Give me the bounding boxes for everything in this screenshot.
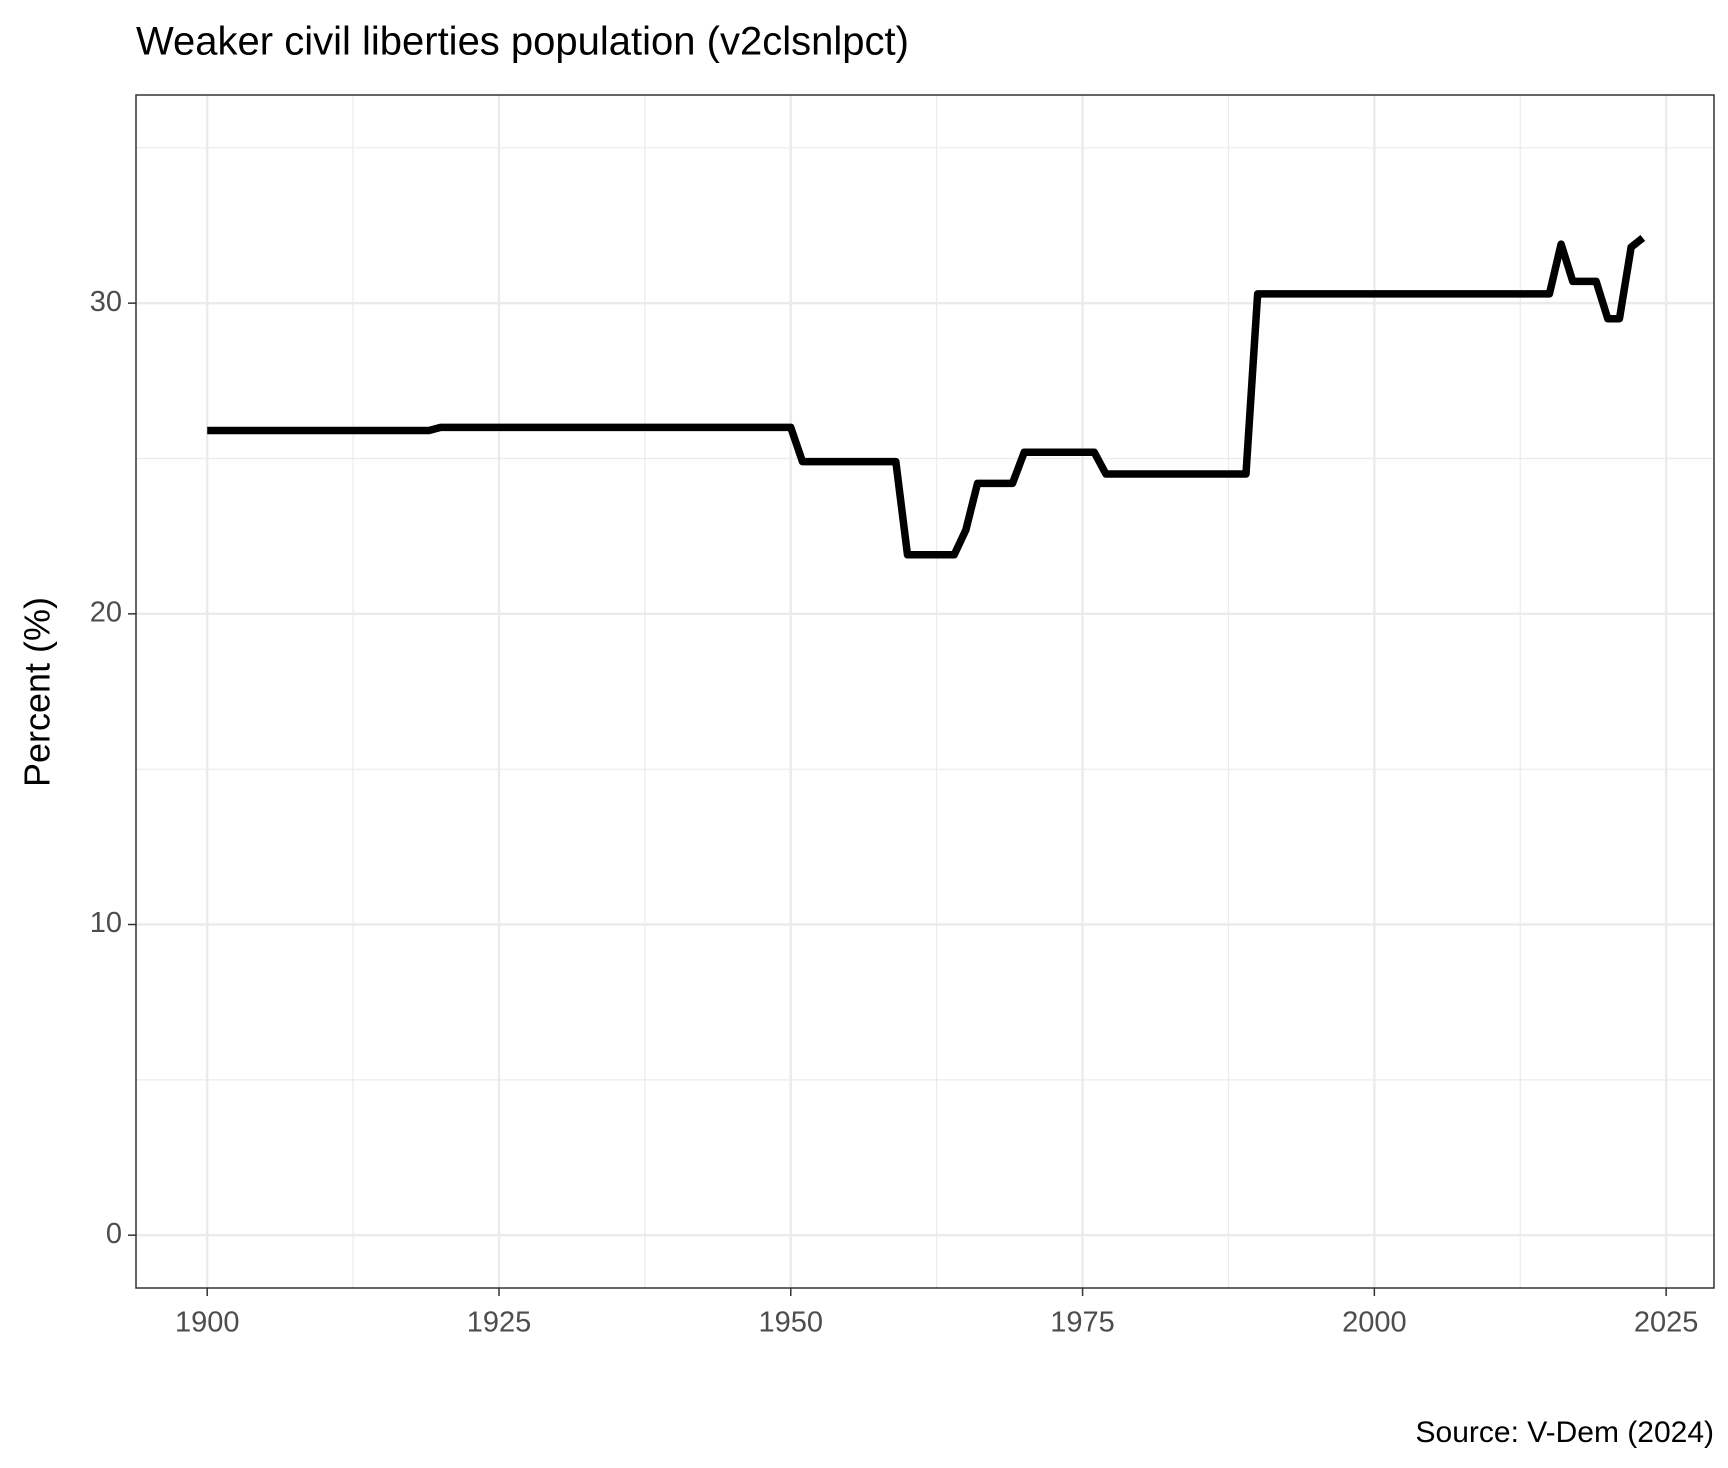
y-tick-label: 0 [106, 1218, 122, 1250]
y-axis-label: Percent (%) [17, 597, 58, 787]
plot-border [135, 94, 1715, 1289]
data-line [207, 234, 1646, 559]
y-tick-label: 30 [90, 286, 122, 318]
x-tick-label: 2000 [1342, 1307, 1407, 1339]
y-tick-label: 10 [90, 907, 122, 939]
caption: Source: V-Dem (2024) [1416, 1416, 1714, 1449]
x-tick-label: 2025 [1634, 1307, 1699, 1339]
y-tick-label: 20 [90, 596, 122, 628]
x-tick-label: 1925 [467, 1307, 532, 1339]
x-tick-label: 1950 [759, 1307, 824, 1339]
x-tick-label: 1900 [175, 1307, 240, 1339]
x-tick-label: 1975 [1050, 1307, 1115, 1339]
chart-title: Weaker civil liberties population (v2cls… [136, 20, 909, 64]
